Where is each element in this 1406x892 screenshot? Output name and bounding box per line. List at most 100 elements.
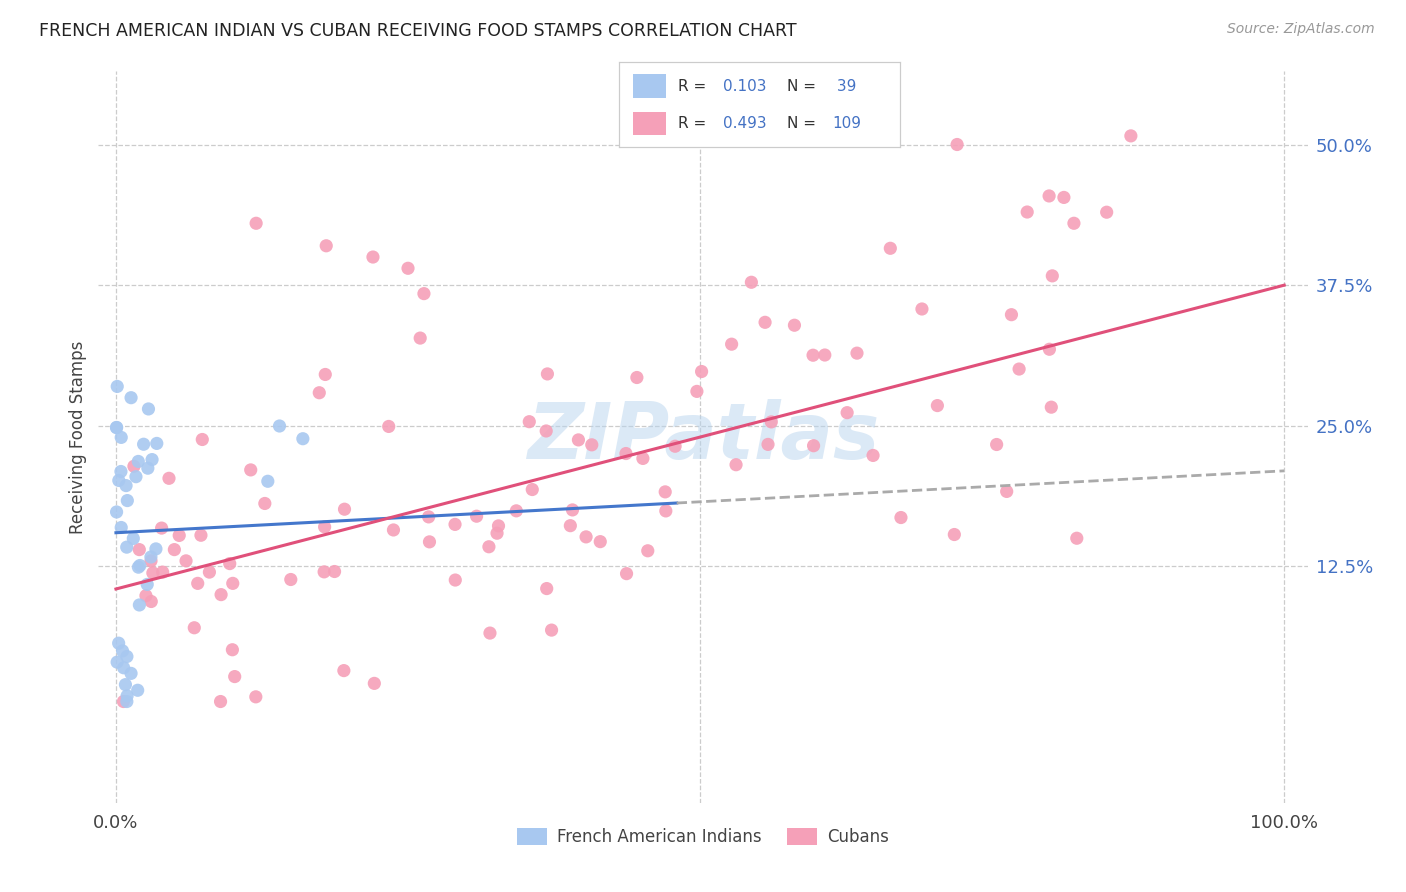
Point (120, 666, 142, 681)
Point (105, 655, 128, 669)
Text: 39: 39 (832, 78, 856, 94)
Point (110, 430, 132, 444)
Point (314, 520, 336, 534)
Point (654, 484, 676, 499)
Point (1008, 362, 1031, 376)
Point (135, 589, 157, 603)
Point (138, 401, 160, 416)
Point (146, 436, 169, 450)
Point (110, 520, 132, 534)
Point (890, 510, 912, 524)
Point (361, 250, 384, 264)
Point (152, 565, 174, 579)
Point (444, 573, 467, 587)
Point (105, 505, 128, 519)
Point (122, 459, 145, 474)
Point (814, 348, 837, 362)
Point (141, 452, 163, 467)
Point (986, 437, 1008, 451)
Point (862, 449, 884, 463)
Point (478, 540, 501, 554)
Point (486, 526, 509, 541)
Point (163, 542, 186, 557)
Point (127, 454, 149, 468)
Point (150, 521, 173, 535)
Point (581, 438, 603, 452)
Point (927, 399, 949, 413)
Point (465, 509, 488, 524)
Point (314, 368, 336, 382)
Point (323, 565, 346, 579)
Point (943, 527, 966, 541)
Point (209, 588, 232, 602)
Point (111, 644, 134, 658)
Point (761, 415, 783, 429)
Point (239, 463, 262, 477)
Text: R =: R = (678, 116, 711, 131)
Point (589, 534, 612, 549)
Point (127, 560, 149, 574)
Point (115, 649, 138, 664)
Point (115, 478, 138, 492)
Point (256, 475, 278, 489)
Text: Source: ZipAtlas.com: Source: ZipAtlas.com (1227, 22, 1375, 37)
Point (114, 678, 136, 692)
Point (105, 420, 128, 434)
Point (1095, 205, 1118, 219)
Text: ZIPatlas: ZIPatlas (527, 399, 879, 475)
Point (1038, 343, 1060, 357)
Point (382, 523, 405, 537)
Point (136, 461, 159, 475)
Point (444, 517, 467, 532)
Point (396, 261, 419, 276)
Point (740, 275, 762, 289)
Point (183, 621, 205, 635)
Point (221, 642, 243, 657)
Point (631, 451, 654, 466)
Point (536, 582, 558, 596)
Point (478, 626, 501, 640)
Point (614, 446, 637, 460)
Point (801, 348, 824, 362)
Text: FRENCH AMERICAN INDIAN VS CUBAN RECEIVING FOOD STAMPS CORRELATION CHART: FRENCH AMERICAN INDIAN VS CUBAN RECEIVIN… (39, 22, 797, 40)
Point (174, 554, 197, 568)
Point (377, 419, 399, 434)
Point (754, 315, 776, 329)
Point (540, 623, 562, 637)
Point (105, 420, 128, 434)
Point (1040, 268, 1063, 283)
Point (107, 636, 129, 650)
Point (686, 384, 709, 399)
Point (1053, 190, 1076, 204)
Text: N =: N = (787, 78, 821, 94)
Point (105, 379, 128, 393)
Point (224, 669, 246, 683)
Point (127, 683, 149, 698)
Point (333, 502, 356, 516)
Point (222, 576, 245, 591)
Point (122, 532, 145, 546)
Point (218, 557, 240, 571)
Point (245, 216, 267, 230)
Point (128, 598, 150, 612)
Point (128, 558, 150, 573)
Point (1040, 400, 1063, 414)
Point (946, 137, 969, 152)
Point (245, 690, 267, 704)
Point (115, 689, 138, 703)
Point (626, 370, 648, 384)
Point (879, 241, 901, 255)
Point (720, 337, 742, 351)
Point (128, 542, 150, 557)
Point (413, 286, 436, 301)
Point (139, 554, 162, 568)
Point (561, 503, 583, 517)
Point (616, 566, 638, 581)
Point (141, 594, 163, 608)
Bar (633, 112, 666, 136)
Point (637, 543, 659, 558)
Point (911, 301, 934, 316)
Point (308, 385, 330, 400)
Point (157, 471, 180, 485)
Point (1017, 205, 1039, 219)
